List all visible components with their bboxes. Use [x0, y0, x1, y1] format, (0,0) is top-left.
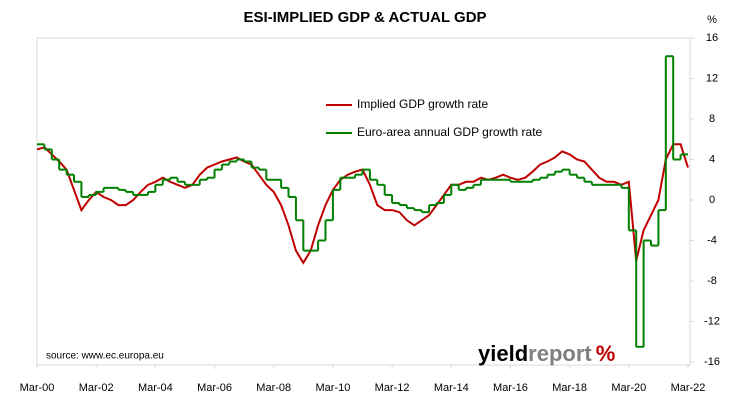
y-unit: %	[707, 14, 717, 26]
legend-label: Euro-area annual GDP growth rate	[357, 125, 543, 139]
logo-part: report	[528, 341, 592, 366]
x-tick-label: Mar-14	[434, 382, 469, 394]
x-tick-label: Mar-22	[671, 382, 706, 394]
y-tick-label: -4	[707, 234, 717, 246]
y-tick-label: 0	[709, 194, 715, 206]
y-tick-label: -12	[704, 315, 720, 327]
y-tick-label: 4	[709, 153, 715, 165]
x-tick-label: Mar-00	[20, 382, 55, 394]
source: source: www.ec.europa.eu	[46, 351, 164, 362]
x-tick-label: Mar-04	[138, 382, 173, 394]
x-tick-label: Mar-12	[375, 382, 410, 394]
y-tick-label: -16	[704, 356, 720, 368]
plot-frame	[36, 37, 691, 366]
x-tick-label: Mar-02	[79, 382, 114, 394]
x-tick-label: Mar-10	[315, 382, 350, 394]
x-tick-label: Mar-06	[197, 382, 232, 394]
x-tick-label: Mar-08	[256, 382, 291, 394]
x-tick-label: Mar-16	[493, 382, 528, 394]
logo-part: %	[596, 341, 616, 366]
y-tick-label: -8	[707, 275, 717, 287]
logo: yieldreport%	[478, 341, 615, 366]
x-tick-label: Mar-20	[611, 382, 646, 394]
y-tick-label: 16	[706, 32, 718, 44]
chart-title: ESI-IMPLIED GDP & ACTUAL GDP	[243, 9, 486, 26]
logo-part: yield	[478, 341, 528, 366]
y-tick-label: 12	[706, 72, 718, 84]
x-tick-label: Mar-18	[552, 382, 587, 394]
series-line	[36, 143, 689, 265]
legend-label: Implied GDP growth rate	[357, 97, 488, 111]
y-tick-label: 8	[709, 113, 715, 125]
